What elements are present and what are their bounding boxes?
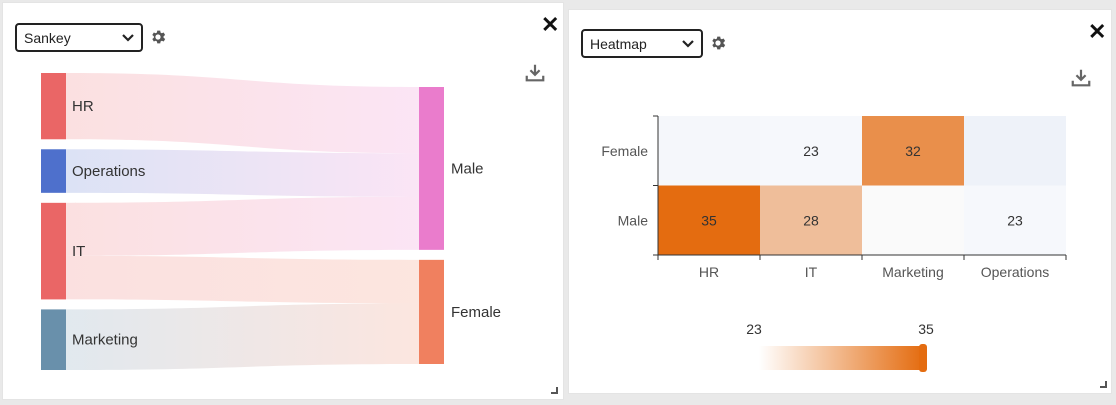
- sankey-panel: Sankey ✕ HR Operations IT Marketing Male Fema…: [2, 2, 564, 400]
- chevron-down-icon: [682, 40, 694, 48]
- sankey-label-operations: Operations: [72, 163, 145, 180]
- heatmap-cell-it-male[interactable]: [760, 185, 862, 256]
- visual-map-max-label: 35: [918, 321, 934, 337]
- sankey-link-marketing-female[interactable]: [66, 303, 419, 370]
- sankey-node-male[interactable]: [419, 87, 444, 250]
- sankey-link-hr-male[interactable]: [66, 73, 419, 154]
- sankey-label-hr: HR: [72, 98, 94, 115]
- sankey-node-operations[interactable]: [41, 149, 66, 193]
- sankey-link-operations-male[interactable]: [66, 149, 419, 197]
- chevron-down-icon: [122, 34, 134, 42]
- heatmap-cell-it-female[interactable]: [760, 116, 862, 186]
- sankey-label-it: IT: [72, 243, 85, 260]
- sankey-node-it[interactable]: [41, 202, 66, 300]
- sankey-link-it-female[interactable]: [66, 255, 419, 304]
- sankey-link-it-male[interactable]: [66, 196, 419, 256]
- heatmap-cell-empty-operations-female: [964, 116, 1066, 186]
- heatmap-cell-empty-hr-female: [658, 116, 760, 186]
- chart-type-select-value: Sankey: [24, 30, 71, 46]
- heatmap-cell-hr-male[interactable]: [658, 185, 760, 256]
- heatmap-panel: Heatmap ✕ 35 28 23 23 32 HR IT Marketing Operati…: [568, 9, 1112, 394]
- gear-icon[interactable]: [149, 28, 167, 46]
- sankey-label-marketing: Marketing: [72, 332, 138, 349]
- heatmap-cell-operations-male[interactable]: [964, 185, 1066, 256]
- heatmap-value-marketing-female: 32: [905, 143, 921, 159]
- heatmap-x-label-marketing: Marketing: [882, 264, 943, 280]
- gear-icon[interactable]: [709, 34, 727, 52]
- resize-handle[interactable]: [1100, 381, 1107, 388]
- sankey-label-male: Male: [451, 160, 484, 177]
- heatmap-x-label-operations: Operations: [981, 264, 1049, 280]
- close-icon[interactable]: ✕: [541, 12, 560, 37]
- sankey-label-female: Female: [451, 304, 501, 321]
- heatmap-value-it-female: 23: [803, 143, 819, 159]
- heatmap-value-hr-male: 35: [701, 212, 717, 228]
- heatmap-y-label-male: Male: [618, 212, 649, 228]
- heatmap-value-operations-male: 23: [1007, 212, 1023, 228]
- sankey-node-marketing[interactable]: [41, 309, 66, 370]
- visual-map-min-label: 23: [746, 321, 762, 337]
- sankey-chart: HR Operations IT Marketing Male Female: [41, 73, 501, 370]
- heatmap-x-label-hr: HR: [699, 264, 719, 280]
- chart-type-select[interactable]: Sankey: [15, 23, 143, 52]
- heatmap-value-it-male: 28: [803, 212, 819, 228]
- heatmap-x-label-it: IT: [805, 264, 818, 280]
- download-icon[interactable]: [524, 62, 546, 84]
- sankey-node-hr[interactable]: [41, 73, 66, 140]
- heatmap-chart: 35 28 23 23 32 HR IT Marketing Operations Male Fem…: [601, 115, 1067, 372]
- download-icon[interactable]: [1070, 67, 1092, 89]
- sankey-node-female[interactable]: [419, 259, 444, 364]
- visual-map-handle[interactable]: [919, 344, 927, 372]
- resize-handle[interactable]: [551, 387, 558, 394]
- chart-type-select[interactable]: Heatmap: [581, 29, 703, 58]
- visual-map-bar: [759, 346, 923, 370]
- close-icon[interactable]: ✕: [1088, 19, 1107, 44]
- chart-type-select-value: Heatmap: [590, 36, 647, 52]
- heatmap-cell-empty-marketing-male: [862, 185, 964, 255]
- heatmap-cell-marketing-female[interactable]: [862, 116, 964, 186]
- heatmap-y-label-female: Female: [601, 143, 648, 159]
